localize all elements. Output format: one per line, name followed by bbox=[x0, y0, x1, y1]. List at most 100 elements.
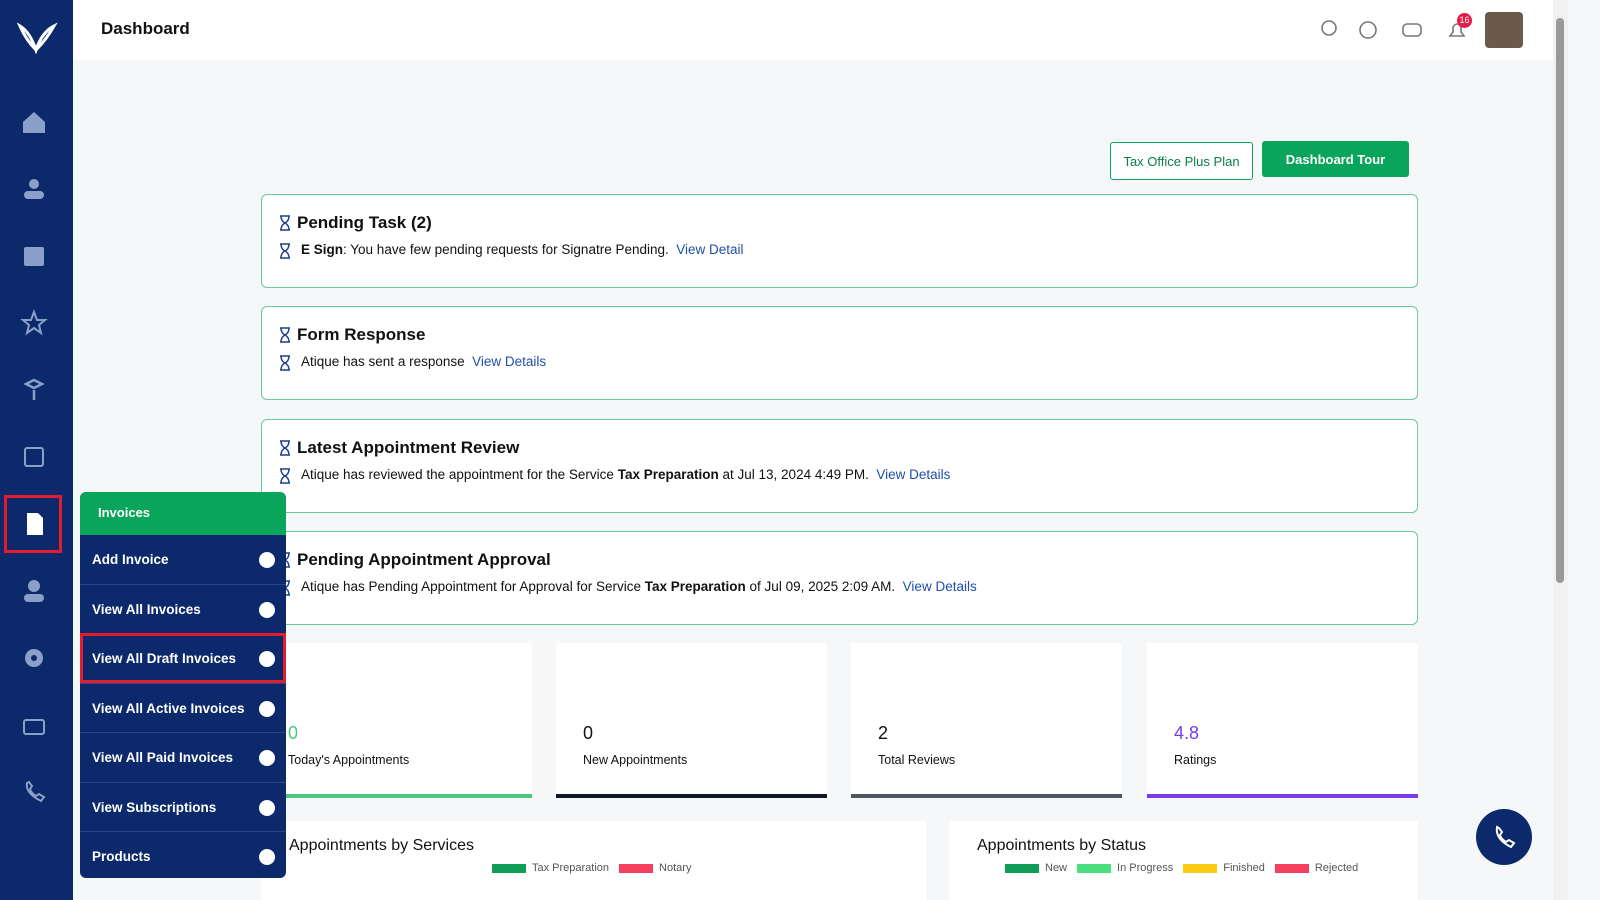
invoices-icon[interactable] bbox=[20, 510, 48, 538]
menu-title: Invoices bbox=[80, 492, 286, 535]
legend-item[interactable]: Finished bbox=[1183, 862, 1265, 874]
stat-bar bbox=[851, 794, 1122, 798]
card-text: Atique has reviewed the appointment for … bbox=[301, 467, 950, 482]
legend-item[interactable]: New bbox=[1005, 862, 1067, 874]
card-title: Latest Appointment Review bbox=[297, 438, 520, 457]
stat-value: 4.8 bbox=[1174, 723, 1200, 743]
scroll-thumb[interactable] bbox=[1556, 18, 1564, 583]
call-icon bbox=[1495, 825, 1516, 849]
plan-button[interactable]: Tax Office Plus Plan bbox=[1110, 142, 1253, 180]
stat-value: 0 bbox=[583, 723, 594, 743]
menu-item[interactable]: View All Active Invoices bbox=[80, 684, 286, 733]
invoices-menu: Invoices Add Invoice View All Invoices Vie… bbox=[80, 492, 286, 878]
stat-value: 2 bbox=[878, 723, 889, 743]
hourglass-icon bbox=[280, 440, 290, 456]
chart-panel: Appointments by Status New In Progress Fini… bbox=[949, 821, 1418, 900]
menu-item-icon bbox=[259, 849, 275, 865]
scrollbar[interactable] bbox=[1553, 0, 1568, 900]
hourglass-icon bbox=[280, 355, 290, 371]
stat-label: New Appointments bbox=[583, 753, 688, 767]
panel-title: Appointments by Status bbox=[977, 837, 1146, 854]
card-label: E Sign bbox=[301, 242, 344, 257]
clients-icon[interactable] bbox=[20, 175, 48, 203]
call-button[interactable] bbox=[1476, 809, 1532, 865]
view-link[interactable]: View Details bbox=[902, 579, 977, 594]
hourglass-icon bbox=[280, 468, 290, 484]
stat-card: 0 Today's Appointments bbox=[261, 643, 532, 798]
avatar[interactable] bbox=[1485, 12, 1523, 48]
phone-icon[interactable] bbox=[20, 778, 48, 806]
menu-item-icon bbox=[259, 799, 275, 816]
stat-bar bbox=[261, 794, 532, 798]
legend-item[interactable]: In Progress bbox=[1077, 862, 1173, 874]
legend-swatch bbox=[1183, 863, 1218, 873]
stat-label: Total Reviews bbox=[878, 753, 956, 767]
task-card: Pending Appointment Approval Atique has P… bbox=[261, 531, 1418, 625]
legend-label: In Progress bbox=[1117, 862, 1174, 874]
panel-title: Appointments by Services bbox=[289, 837, 474, 854]
menu-item-label: View All Invoices bbox=[92, 601, 201, 617]
forms-icon[interactable] bbox=[20, 443, 48, 471]
card-title: Pending Task (2) bbox=[297, 213, 432, 232]
view-link[interactable]: View Details bbox=[472, 354, 547, 369]
legend-swatch bbox=[1005, 863, 1039, 873]
menu-item-icon bbox=[259, 750, 275, 766]
settings-icon[interactable] bbox=[20, 644, 48, 672]
legend-item[interactable]: Rejected bbox=[1274, 862, 1358, 874]
legend-label: Finished bbox=[1223, 862, 1265, 874]
menu-item-icon bbox=[259, 651, 275, 667]
page-title: Dashboard bbox=[101, 19, 190, 38]
legend-item[interactable]: Tax Preparation bbox=[492, 862, 609, 874]
legend-swatch bbox=[619, 863, 654, 873]
hourglass-icon bbox=[280, 327, 290, 343]
stat-card: 4.8 Ratings bbox=[1147, 643, 1418, 798]
view-link[interactable]: View Details bbox=[876, 467, 951, 482]
card-title: Pending Appointment Approval bbox=[297, 550, 551, 569]
stat-value: 0 bbox=[288, 723, 299, 743]
card-text-part: of Jul 09, 2025 2:09 AM. bbox=[749, 579, 896, 594]
menu-item-icon bbox=[259, 552, 275, 568]
legend-swatch bbox=[492, 863, 526, 873]
task-card: Form Response Atique has sent a response … bbox=[261, 306, 1418, 400]
card-text: E Sign: You have few pending requests fo… bbox=[301, 242, 744, 257]
card-text-part: Atique has reviewed the appointment for … bbox=[301, 467, 614, 482]
card-title: Form Response bbox=[297, 325, 426, 344]
menu-item[interactable]: View Subscriptions bbox=[80, 783, 286, 832]
logo bbox=[16, 22, 58, 54]
tour-button[interactable]: Dashboard Tour bbox=[1262, 141, 1409, 177]
profile-icon[interactable] bbox=[20, 577, 48, 605]
menu-item[interactable]: Add Invoice bbox=[80, 535, 286, 585]
menu-item[interactable]: View All Invoices bbox=[80, 585, 286, 634]
stat-card: 0 New Appointments bbox=[556, 643, 827, 798]
menu-item[interactable]: View All Paid Invoices bbox=[80, 733, 286, 783]
legend: New In Progress Finished Rejected bbox=[1005, 862, 1358, 874]
notification-badge: 16 bbox=[1457, 13, 1472, 28]
stat-card: 2 Total Reviews bbox=[851, 643, 1122, 798]
header: Dashboard 16 bbox=[73, 0, 1553, 60]
home-icon[interactable] bbox=[20, 108, 48, 136]
menu-item-label: View All Active Invoices bbox=[92, 700, 245, 716]
legend-item[interactable]: Notary bbox=[619, 862, 691, 874]
legend: Tax Preparation Notary bbox=[492, 862, 691, 874]
stat-label: Ratings bbox=[1174, 753, 1217, 767]
menu-item[interactable]: View All Draft Invoices bbox=[80, 634, 286, 684]
legend-label: Tax Preparation bbox=[532, 862, 610, 874]
view-link[interactable]: View Detail bbox=[676, 242, 744, 257]
service-name: Tax Preparation bbox=[644, 579, 746, 594]
selected-highlight bbox=[80, 633, 286, 683]
calendar-icon[interactable] bbox=[20, 242, 48, 270]
card-text: Atique has Pending Appointment for Appro… bbox=[301, 579, 977, 594]
hourglass-icon bbox=[280, 215, 290, 231]
services-icon[interactable] bbox=[20, 376, 48, 404]
jobs-icon[interactable] bbox=[20, 711, 48, 739]
card-text-part: at Jul 13, 2024 4:49 PM. bbox=[722, 467, 869, 482]
menu-item[interactable]: Products bbox=[80, 832, 286, 878]
menu-item-label: View Subscriptions bbox=[92, 799, 217, 815]
reviews-icon[interactable] bbox=[20, 309, 48, 337]
menu-item-label: Products bbox=[92, 849, 151, 864]
task-card: Pending Task (2) E Sign: You have few pen… bbox=[261, 194, 1418, 288]
stat-label: Today's Appointments bbox=[288, 753, 410, 767]
card-text-part: Atique has sent a response bbox=[301, 354, 465, 369]
stat-bar bbox=[1147, 794, 1418, 798]
